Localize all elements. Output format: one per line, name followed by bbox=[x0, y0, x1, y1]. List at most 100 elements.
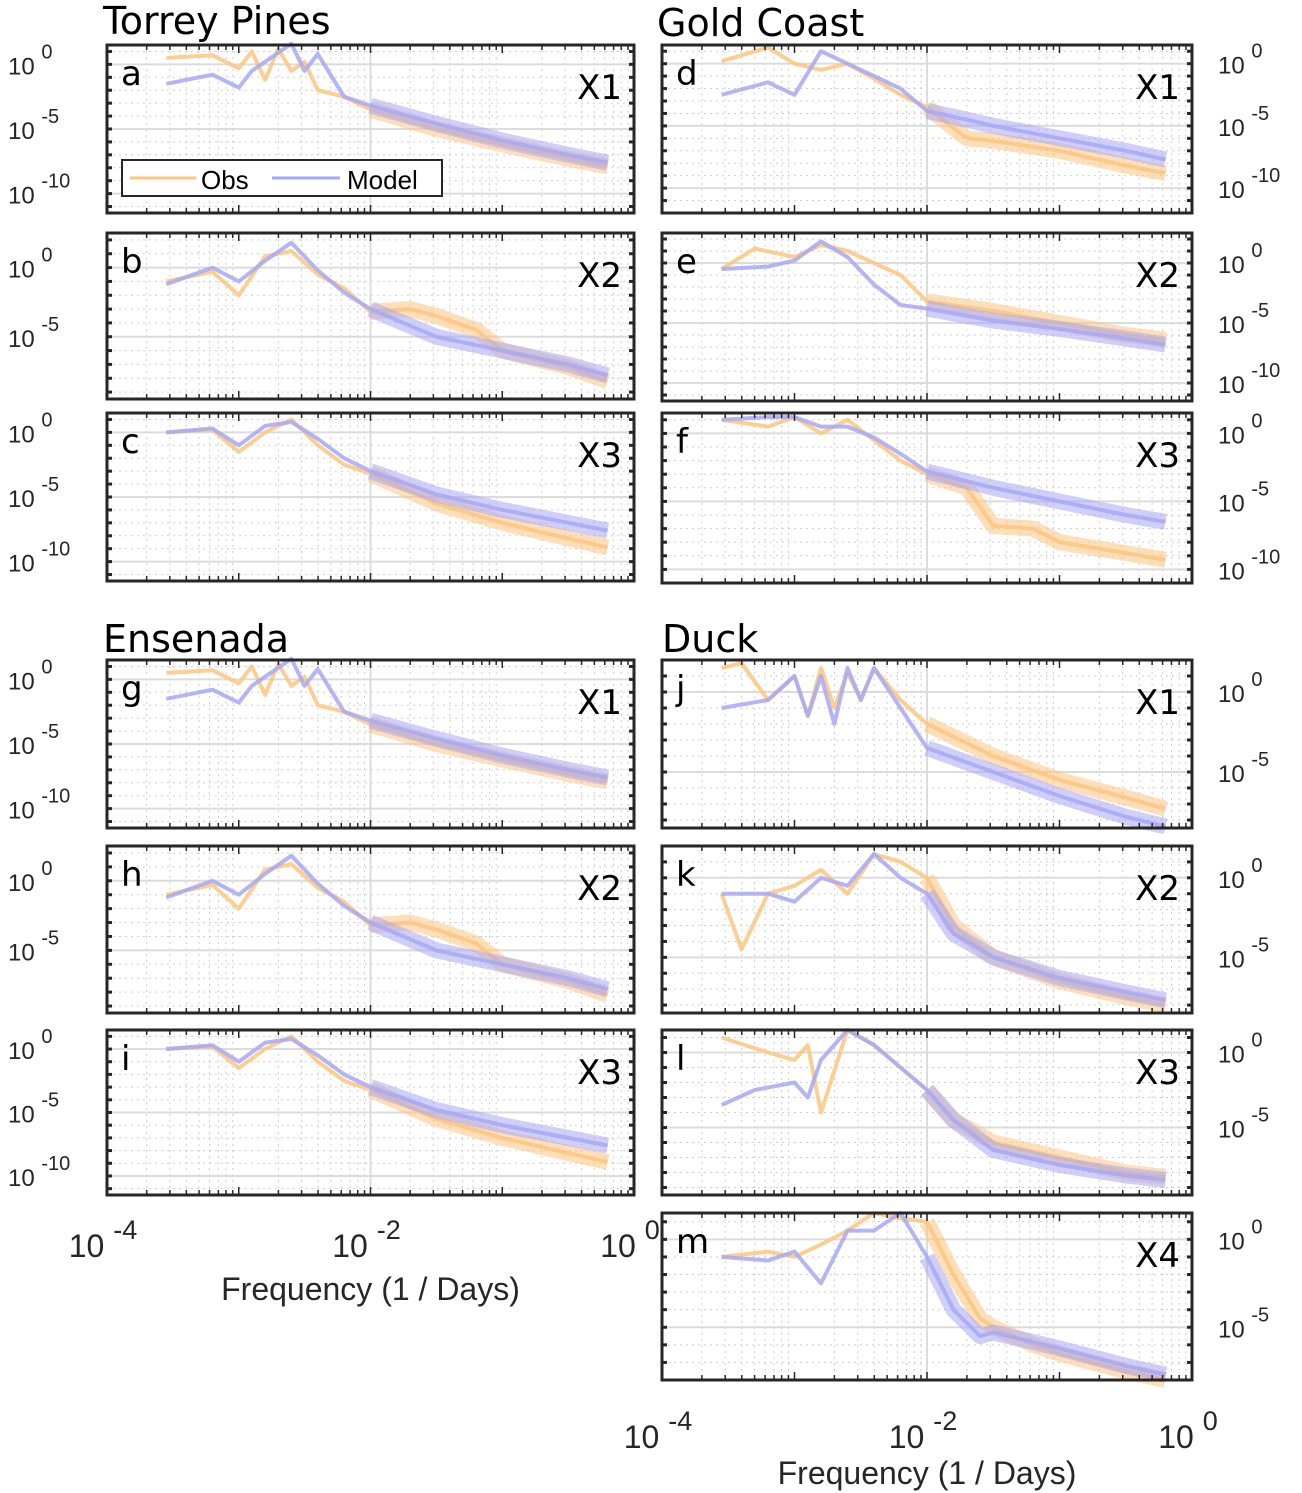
y-tick-label: 10 -10 bbox=[8, 786, 70, 825]
panel-i: 10 0 10 -5 10 -10 i X3 bbox=[8, 1026, 636, 1197]
y-tick-label: 10 -10 bbox=[8, 1153, 70, 1192]
y-tick-label: 10 -10 bbox=[1218, 546, 1280, 585]
site-title: Torrey Pines bbox=[102, 0, 331, 43]
panel-letter: e bbox=[676, 242, 697, 282]
panel-l: 10 0 10 -5 l X3 bbox=[660, 1028, 1269, 1197]
panel-j: 10 0 10 -5 j X1 bbox=[660, 658, 1269, 835]
x-axis-left: 10 -4 10 -2 10 0 Frequency (1 / Days) bbox=[69, 1215, 660, 1307]
x-axis-label: Frequency (1 / Days) bbox=[221, 1271, 520, 1307]
component-label: X3 bbox=[1135, 436, 1180, 476]
x-tick-label: 10 -2 bbox=[332, 1215, 401, 1264]
panel-letter: d bbox=[676, 54, 698, 94]
panel-letter: a bbox=[121, 54, 142, 94]
legend-label-model: Model bbox=[347, 165, 418, 195]
series-band-model bbox=[920, 889, 1168, 1009]
x-axis-right: 10 -4 10 -2 10 0 Frequency (1 / Days) bbox=[624, 1406, 1218, 1491]
series-band-model bbox=[368, 712, 610, 786]
y-tick-label: 10 -10 bbox=[1218, 360, 1280, 399]
panel-letter: m bbox=[676, 1222, 709, 1262]
y-tick-label: 10 -5 bbox=[1218, 478, 1269, 517]
y-tick-label: 10 0 bbox=[8, 245, 53, 284]
legend: Obs Model bbox=[121, 159, 443, 197]
series-band-model bbox=[367, 915, 610, 998]
y-tick-label: 10 0 bbox=[1218, 41, 1263, 80]
component-label: X2 bbox=[577, 869, 622, 909]
y-tick-label: 10 -5 bbox=[8, 474, 59, 513]
series-band-model bbox=[921, 1084, 1167, 1188]
panel-letter: f bbox=[676, 422, 689, 462]
panel-m: 10 0 10 -5 m X4 bbox=[660, 1211, 1269, 1388]
series-band-model bbox=[367, 463, 610, 539]
x-tick-label: 10 -4 bbox=[624, 1406, 693, 1455]
component-label: X1 bbox=[1135, 683, 1180, 723]
component-label: X1 bbox=[1135, 68, 1180, 108]
y-tick-label: 10 -10 bbox=[8, 539, 70, 578]
y-tick-label: 10 0 bbox=[1218, 240, 1263, 279]
y-tick-label: 10 0 bbox=[8, 41, 53, 80]
panel-b: 10 0 10 -5 b X2 bbox=[8, 231, 636, 401]
x-tick-label: 10 0 bbox=[600, 1215, 660, 1264]
y-tick-label: 10 0 bbox=[8, 858, 53, 897]
panel-f: 10 0 10 -5 10 -10 f X3 bbox=[660, 410, 1280, 585]
panel-e: 10 0 10 -5 10 -10 e X2 bbox=[660, 231, 1280, 403]
panel-k: 10 0 10 -5 k X2 bbox=[660, 844, 1269, 1015]
component-label: X2 bbox=[577, 256, 622, 296]
series-band-model bbox=[368, 97, 610, 171]
site-title: Duck bbox=[662, 617, 758, 661]
panel-h: 10 0 10 -5 h X2 bbox=[8, 844, 636, 1015]
x-axis-label: Frequency (1 / Days) bbox=[778, 1455, 1077, 1491]
series-band-model bbox=[919, 1253, 1168, 1383]
y-tick-label: 10 -5 bbox=[8, 721, 59, 760]
component-label: X1 bbox=[577, 683, 622, 723]
component-label: X1 bbox=[577, 68, 622, 108]
y-tick-label: 10 0 bbox=[8, 656, 53, 695]
y-tick-label: 10 -5 bbox=[1218, 934, 1269, 973]
x-tick-label: 10 0 bbox=[1158, 1406, 1218, 1455]
y-tick-label: 10 0 bbox=[1218, 855, 1263, 894]
x-tick-label: 10 -4 bbox=[69, 1215, 138, 1264]
y-tick-label: 10 0 bbox=[1218, 410, 1263, 449]
y-tick-label: 10 0 bbox=[1218, 1030, 1263, 1069]
panel-letter: b bbox=[121, 242, 143, 282]
panel-letter: c bbox=[121, 422, 140, 462]
y-tick-label: 10 0 bbox=[8, 1026, 53, 1065]
y-tick-label: 10 -10 bbox=[1218, 165, 1280, 204]
y-tick-label: 10 -5 bbox=[8, 314, 59, 353]
component-label: X3 bbox=[577, 1053, 622, 1093]
panel-letter: i bbox=[121, 1039, 130, 1079]
panel-letter: j bbox=[675, 669, 685, 709]
panel-g: 10 0 10 -5 10 -10 g X1 bbox=[8, 656, 636, 830]
x-tick-label: 10 -2 bbox=[889, 1406, 958, 1455]
panel-letter: g bbox=[121, 669, 143, 709]
component-label: X3 bbox=[577, 436, 622, 476]
site-title: Gold Coast bbox=[657, 1, 864, 45]
y-tick-label: 10 -5 bbox=[1218, 1105, 1269, 1144]
y-tick-label: 10 0 bbox=[8, 409, 53, 448]
y-tick-label: 10 -5 bbox=[8, 927, 59, 966]
panel-letter: k bbox=[676, 855, 696, 895]
series-band-model bbox=[925, 103, 1168, 168]
y-tick-label: 10 -5 bbox=[1218, 1304, 1269, 1343]
y-tick-label: 10 -10 bbox=[8, 171, 70, 210]
component-label: X2 bbox=[1135, 256, 1180, 296]
y-tick-label: 10 -5 bbox=[8, 106, 59, 145]
panel-letter: l bbox=[676, 1039, 685, 1079]
site-title: Ensenada bbox=[103, 617, 289, 661]
series-band-model bbox=[367, 1079, 610, 1154]
component-label: X2 bbox=[1135, 869, 1180, 909]
y-tick-label: 10 0 bbox=[1218, 1216, 1263, 1255]
y-tick-label: 10 -5 bbox=[1218, 300, 1269, 339]
series-band-obs bbox=[922, 100, 1167, 182]
y-tick-label: 10 -5 bbox=[1218, 103, 1269, 142]
legend-label-obs: Obs bbox=[201, 165, 249, 195]
panel-c: 10 0 10 -5 10 -10 c X3 bbox=[8, 409, 636, 583]
series-band-model bbox=[367, 301, 610, 384]
panel-letter: h bbox=[121, 855, 143, 895]
component-label: X4 bbox=[1135, 1236, 1180, 1276]
panel-d: 10 0 10 -5 10 -10 d X1 bbox=[660, 41, 1280, 215]
y-tick-label: 10 -5 bbox=[1218, 749, 1269, 788]
y-tick-label: 10 -5 bbox=[8, 1090, 59, 1129]
y-tick-label: 10 0 bbox=[1218, 669, 1263, 708]
component-label: X3 bbox=[1135, 1053, 1180, 1093]
